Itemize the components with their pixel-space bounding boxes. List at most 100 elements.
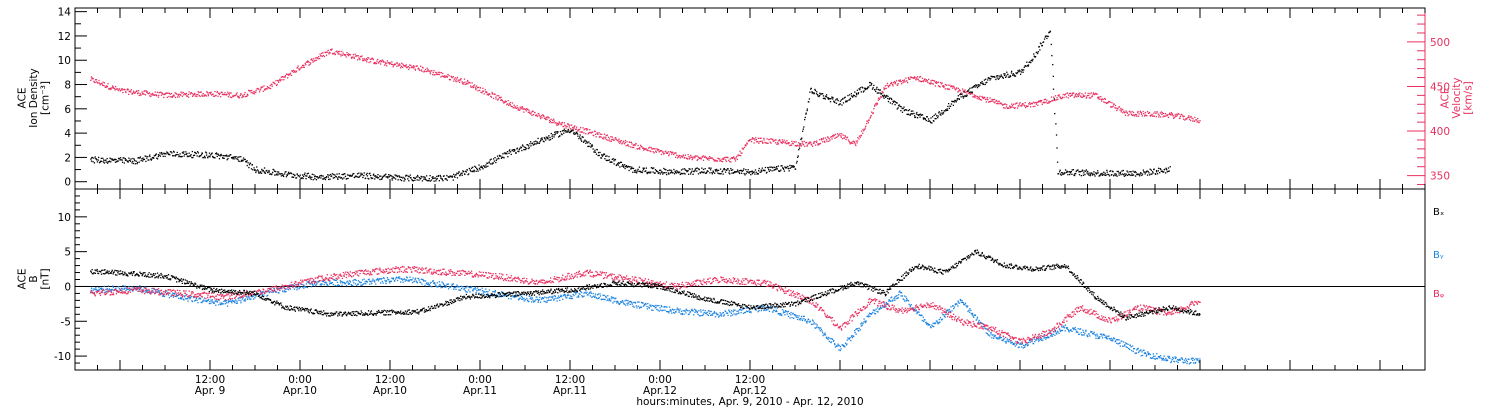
by-series-point	[374, 281, 376, 283]
by-series-point	[533, 300, 535, 303]
by-series-point	[936, 320, 938, 322]
velocity-series-point	[1082, 95, 1085, 98]
velocity-series-point	[590, 132, 592, 134]
velocity-series-point	[734, 160, 737, 162]
velocity-series-point	[974, 96, 976, 99]
density-series-point	[590, 145, 593, 147]
density-series-point	[696, 167, 698, 169]
density-series-point	[228, 155, 230, 157]
velocity-series-point	[520, 107, 522, 109]
by-series-point	[863, 318, 865, 320]
velocity-series-point	[209, 93, 212, 95]
density-series-point	[1103, 171, 1105, 173]
velocity-series-point	[517, 107, 519, 109]
velocity-series-point	[354, 53, 356, 55]
density-series-point	[1013, 74, 1015, 77]
density-series-point	[366, 175, 369, 177]
by-series-point	[109, 290, 111, 292]
density-series-point	[773, 169, 775, 171]
by-series-point	[336, 281, 339, 284]
by-series-point	[505, 294, 507, 296]
velocity-series-point	[1032, 105, 1034, 108]
by-series-point	[822, 334, 824, 337]
density-series-point	[135, 160, 137, 162]
density-series-point	[947, 102, 950, 105]
density-series-point	[849, 97, 852, 100]
velocity-series-point	[708, 159, 710, 161]
by-series-point	[899, 291, 902, 294]
velocity-series-point	[892, 85, 894, 87]
velocity-series-point	[173, 94, 175, 96]
density-series-point	[722, 173, 724, 175]
by-series-point	[474, 288, 476, 290]
velocity-series-point	[542, 114, 544, 116]
density-series-point	[570, 130, 572, 133]
by-series-point	[327, 285, 329, 287]
by-series-point	[392, 278, 395, 280]
velocity-series-point	[638, 147, 641, 149]
by-series-point	[528, 295, 530, 297]
by-series-point	[615, 297, 617, 299]
velocity-series-point	[525, 108, 527, 111]
density-series-point	[478, 164, 480, 166]
density-series-point	[856, 89, 859, 91]
density-series-point	[446, 179, 448, 181]
velocity-series-point	[206, 92, 208, 94]
by-series-point	[316, 281, 318, 283]
density-series-point	[591, 144, 593, 146]
by-series-point	[396, 277, 398, 279]
velocity-series-point	[1177, 113, 1179, 115]
by-series-point	[941, 319, 943, 321]
by-series-point	[564, 294, 566, 296]
by-series-point	[521, 296, 523, 299]
velocity-series-point	[1081, 93, 1083, 95]
density-series-point	[372, 174, 375, 176]
by-series-point	[564, 295, 567, 297]
by-series-point	[582, 296, 584, 298]
density-series-point	[663, 167, 665, 170]
density-series-point	[962, 97, 965, 99]
by-series-point	[276, 289, 279, 291]
velocity-series-point	[507, 99, 509, 102]
by-series-point	[601, 298, 604, 301]
velocity-series-point	[913, 77, 915, 80]
velocity-series-point	[963, 90, 966, 92]
by-series-point	[646, 305, 648, 308]
by-series-point	[176, 295, 178, 297]
velocity-series-point	[897, 83, 899, 85]
by-series-point	[431, 286, 433, 288]
density-series-point	[575, 132, 577, 135]
density-series-point	[90, 160, 93, 162]
velocity-series-point	[192, 94, 194, 96]
by-series-point	[583, 292, 585, 294]
by-series-point	[413, 280, 416, 282]
density-series-point	[1141, 174, 1143, 177]
velocity-series-point	[369, 61, 372, 63]
density-series-point	[1149, 168, 1151, 170]
by-series-point	[312, 284, 314, 287]
velocity-series-point	[1136, 115, 1138, 117]
velocity-series-point	[133, 90, 135, 92]
by-series-point	[635, 305, 637, 307]
density-series-point	[507, 156, 509, 158]
by-series-point	[455, 288, 457, 291]
velocity-series-point	[469, 82, 471, 84]
velocity-series-point	[1129, 110, 1131, 113]
by-series-point	[219, 303, 222, 306]
velocity-series-point	[464, 81, 466, 83]
by-series-point	[350, 283, 352, 286]
by-series-point	[515, 296, 517, 298]
density-series-point	[802, 128, 804, 130]
velocity-series-point	[890, 81, 893, 84]
density-series-point	[1151, 173, 1153, 175]
velocity-series-point	[901, 79, 904, 82]
by-series-point	[532, 299, 534, 301]
velocity-series-point	[329, 52, 331, 54]
by-series-point	[292, 284, 294, 286]
velocity-series-point	[645, 147, 647, 150]
by-series-point	[565, 297, 567, 299]
velocity-series-point	[662, 151, 664, 153]
velocity-series-point	[1056, 97, 1058, 99]
density-series-point	[1005, 75, 1007, 77]
velocity-series-point	[594, 130, 596, 133]
